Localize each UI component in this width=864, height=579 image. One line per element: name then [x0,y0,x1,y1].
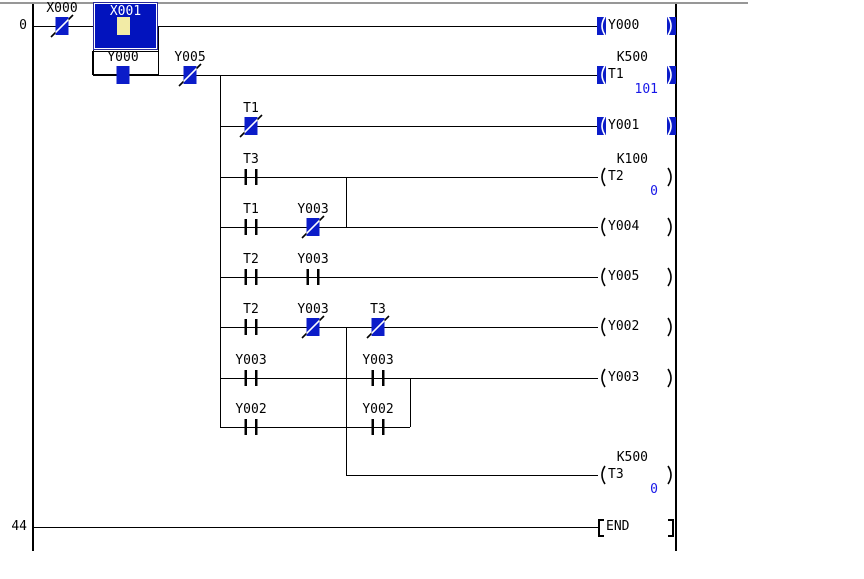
nc-contact-symbol[interactable] [296,311,330,343]
coil-right-paren[interactable] [666,14,676,38]
wire-horizontal [346,475,598,476]
right-power-rail [675,4,677,551]
wire-vertical [346,177,347,227]
coil-label[interactable]: T3 [608,467,624,482]
contact-label: Y005 [174,50,206,65]
contact-label: T2 [243,302,259,317]
cursor-cell-label: X001 [109,4,142,19]
no-contact-symbol[interactable] [234,261,268,293]
coil-left-paren[interactable] [597,315,607,339]
wire-horizontal [220,327,598,328]
contact-label: T1 [243,101,259,116]
coil-right-paren[interactable] [666,265,676,289]
nc-contact-symbol[interactable] [361,311,395,343]
wire-horizontal [220,227,598,228]
wire-vertical [346,327,347,475]
no-contact-symbol[interactable] [361,362,395,394]
wire-horizontal [220,277,598,278]
wire-vertical [220,75,221,427]
step-number: 0 [19,18,27,33]
wire-horizontal [220,126,598,127]
end-right-bracket [668,519,674,537]
timer-current-value: 0 [650,184,658,199]
no-contact-symbol[interactable] [361,411,395,443]
wire-vertical [410,378,411,427]
coil-label[interactable]: Y005 [608,269,640,284]
coil-left-paren[interactable] [597,165,607,189]
no-contact-symbol[interactable] [234,161,268,193]
coil-label[interactable]: Y003 [608,370,640,385]
coil-label[interactable]: Y001 [608,118,640,133]
contact-label: Y003 [297,202,329,217]
contact-label: T3 [243,152,259,167]
timer-preset: K100 [616,152,648,167]
nc-contact-symbol[interactable] [296,211,330,243]
wire-vertical [158,26,159,75]
no-contact-symbol[interactable] [296,261,330,293]
wire-horizontal [32,527,598,528]
coil-left-paren[interactable] [597,215,607,239]
window-top-border [0,2,748,4]
nc-contact-symbol[interactable] [45,10,79,42]
coil-right-paren[interactable] [666,114,676,138]
coil-left-paren[interactable] [597,463,607,487]
step-number: 44 [11,519,27,534]
contact-label: Y003 [235,353,267,368]
coil-left-paren[interactable] [597,14,607,38]
contact-label: T3 [370,302,386,317]
contact-label: Y003 [362,353,394,368]
no-contact-symbol[interactable] [234,311,268,343]
wire-horizontal [220,177,598,178]
contact-label: Y002 [362,402,394,417]
coil-left-paren[interactable] [597,366,607,390]
coil-left-paren[interactable] [597,63,607,87]
coil-label[interactable]: Y002 [608,319,640,334]
contact-label: T2 [243,252,259,267]
coil-label[interactable]: Y004 [608,219,640,234]
coil-right-paren[interactable] [666,165,676,189]
contact-label: Y000 [107,50,139,65]
no-contact-symbol[interactable] [234,362,268,394]
nc-contact-symbol[interactable] [173,59,207,91]
left-power-rail [32,4,34,551]
wire-horizontal [93,75,598,76]
timer-preset: K500 [616,50,648,65]
nc-contact-symbol[interactable] [234,110,268,142]
coil-right-paren[interactable] [666,366,676,390]
contact-label: Y003 [297,302,329,317]
wire-horizontal [32,26,598,27]
coil-left-paren[interactable] [597,114,607,138]
end-left-bracket [598,519,604,537]
coil-left-paren[interactable] [597,265,607,289]
wire-horizontal [220,427,410,428]
coil-right-paren[interactable] [666,315,676,339]
timer-preset: K500 [616,450,648,465]
no-contact-symbol[interactable] [106,59,140,91]
wire-horizontal [220,378,598,379]
contact-label: X000 [46,1,78,16]
coil-label[interactable]: Y000 [608,18,640,33]
coil-label[interactable]: T1 [608,67,624,82]
contact-label: Y002 [235,402,267,417]
wire-vertical [93,26,94,75]
coil-right-paren[interactable] [666,63,676,87]
end-instruction[interactable]: END [606,519,630,534]
coil-right-paren[interactable] [666,463,676,487]
no-contact-symbol[interactable] [234,411,268,443]
cursor-contact-symbol[interactable] [117,17,130,35]
coil-right-paren[interactable] [666,215,676,239]
contact-label: T1 [243,202,259,217]
contact-label: Y003 [297,252,329,267]
no-contact-symbol[interactable] [234,211,268,243]
timer-current-value: 0 [650,482,658,497]
timer-current-value: 101 [634,82,658,97]
coil-label[interactable]: T2 [608,169,624,184]
